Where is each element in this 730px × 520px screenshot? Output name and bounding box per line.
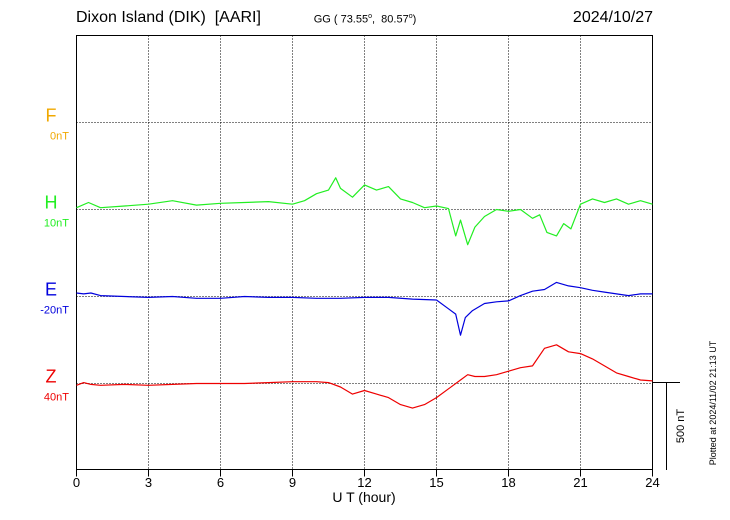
x-tick-label: 12 — [357, 475, 371, 490]
channel-label-z: Z — [46, 367, 57, 387]
channel-label-e: E — [45, 280, 57, 300]
x-tick-label: 9 — [289, 475, 296, 490]
channel-label-h: H — [45, 193, 58, 213]
channel-label-f: F — [46, 106, 57, 126]
channel-baseline-e: -20nT — [40, 305, 69, 317]
station-coordinates: GG ( 73.55o, 80.57o) — [0, 13, 730, 26]
coords-mid: , 80.57 — [372, 13, 409, 26]
x-tick-label: 21 — [573, 475, 587, 490]
scale-bar-label: 500 nT — [675, 409, 687, 444]
series-line-h — [76, 177, 653, 246]
x-tick-label: 0 — [73, 475, 80, 490]
plotted-timestamp: Plotted at 2024/11/02 21:13 UT — [708, 340, 718, 465]
degree-symbol: o — [408, 13, 413, 20]
x-axis-ticks: 0 3 6 9 12 15 18 21 24 — [73, 469, 660, 490]
series-lines — [76, 177, 653, 409]
x-tick-label: 15 — [429, 475, 443, 490]
series-line-e — [76, 281, 653, 336]
x-axis-label: U T (hour) — [332, 489, 395, 505]
series-line-z — [76, 344, 653, 409]
grid-lines — [76, 35, 653, 470]
station-title: Dixon Island (DIK) [AARI] — [76, 9, 261, 26]
channel-labels: F 0nT H 10nT E -20nT Z 40nT — [40, 106, 69, 404]
coords-suffix: ) — [412, 13, 417, 26]
channel-baseline-f: 0nT — [50, 131, 69, 143]
x-tick-label: 6 — [217, 475, 224, 490]
coords-prefix: GG ( 73.55 — [313, 13, 369, 26]
x-tick-label: 3 — [145, 475, 152, 490]
x-tick-label: 18 — [501, 475, 515, 490]
date-label: 2024/10/27 — [572, 9, 653, 26]
x-tick-label: 24 — [645, 475, 659, 490]
channel-baseline-z: 40nT — [44, 392, 69, 404]
channel-baseline-h: 10nT — [44, 218, 69, 230]
scale-bar: 500 nT — [652, 382, 687, 470]
degree-symbol: o — [368, 13, 373, 20]
